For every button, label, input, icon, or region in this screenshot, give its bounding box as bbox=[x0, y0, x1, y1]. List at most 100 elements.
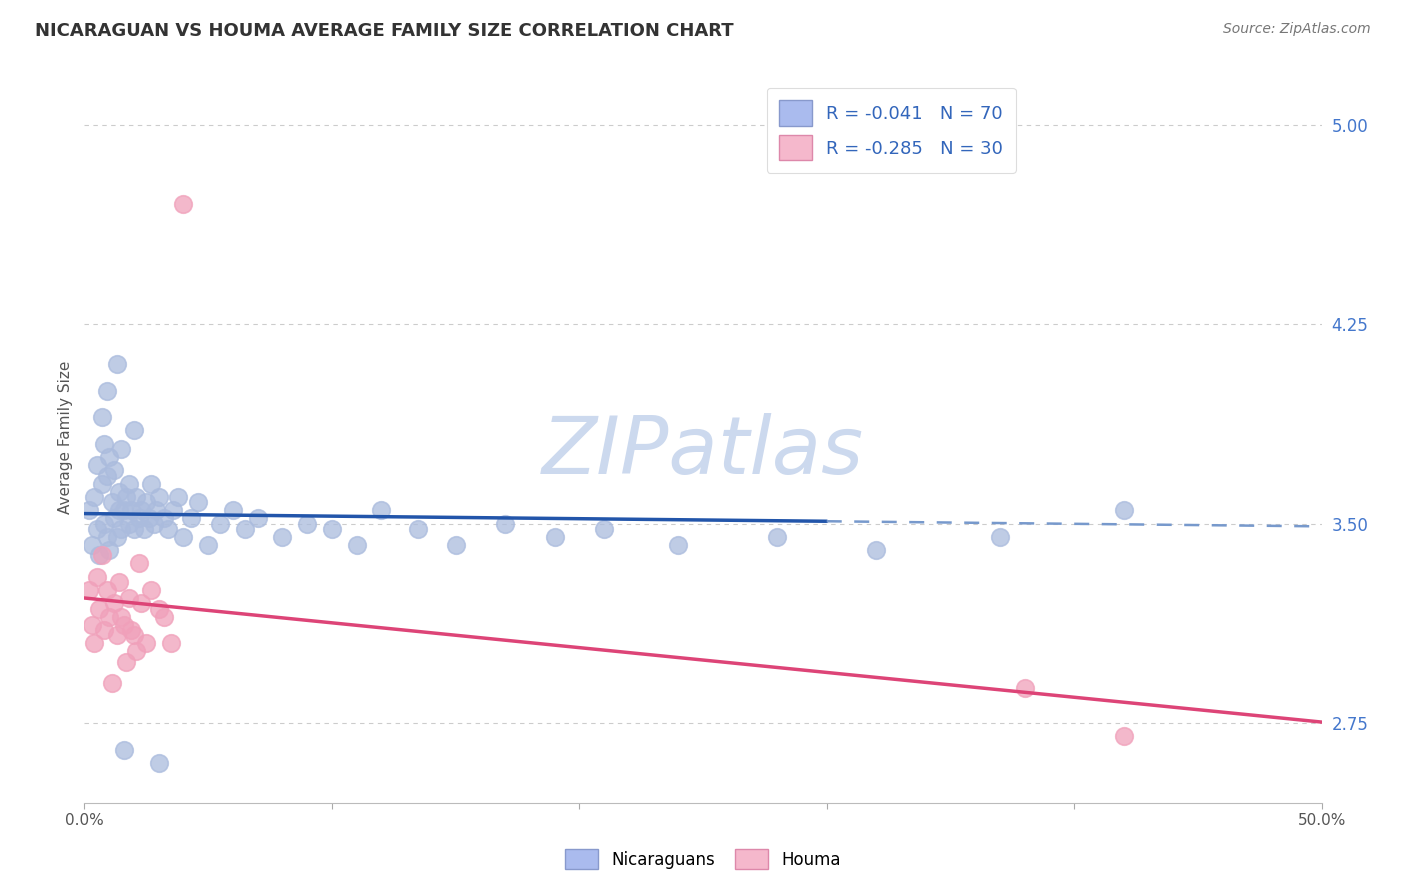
Point bbox=[145, 503, 167, 517]
Point bbox=[152, 511, 174, 525]
Legend: Nicaraguans, Houma: Nicaraguans, Houma bbox=[555, 838, 851, 880]
Point bbox=[93, 516, 115, 531]
Point bbox=[103, 511, 125, 525]
Point bbox=[222, 503, 245, 517]
Point bbox=[105, 530, 128, 544]
Legend: R = -0.041   N = 70, R = -0.285   N = 30: R = -0.041 N = 70, R = -0.285 N = 30 bbox=[766, 87, 1015, 173]
Point bbox=[865, 543, 887, 558]
Y-axis label: Average Family Size: Average Family Size bbox=[58, 360, 73, 514]
Point bbox=[90, 410, 112, 425]
Point bbox=[89, 601, 111, 615]
Point bbox=[408, 522, 430, 536]
Point bbox=[494, 516, 516, 531]
Point bbox=[187, 495, 209, 509]
Text: Source: ZipAtlas.com: Source: ZipAtlas.com bbox=[1223, 22, 1371, 37]
Point bbox=[120, 623, 142, 637]
Point bbox=[118, 476, 141, 491]
Point bbox=[112, 617, 135, 632]
Point bbox=[103, 463, 125, 477]
Point bbox=[172, 197, 194, 211]
Point bbox=[93, 436, 115, 450]
Point bbox=[118, 591, 141, 605]
Point bbox=[141, 476, 163, 491]
Point bbox=[129, 503, 152, 517]
Point bbox=[593, 522, 616, 536]
Point bbox=[96, 384, 118, 398]
Point bbox=[122, 628, 145, 642]
Point bbox=[110, 609, 132, 624]
Point bbox=[128, 511, 150, 525]
Point bbox=[125, 490, 148, 504]
Point bbox=[148, 601, 170, 615]
Point bbox=[209, 516, 232, 531]
Point bbox=[135, 495, 157, 509]
Point bbox=[80, 538, 103, 552]
Point bbox=[321, 522, 343, 536]
Point bbox=[103, 596, 125, 610]
Point bbox=[86, 458, 108, 472]
Point bbox=[135, 636, 157, 650]
Point bbox=[138, 511, 160, 525]
Point bbox=[246, 511, 269, 525]
Point bbox=[346, 538, 368, 552]
Point bbox=[129, 596, 152, 610]
Point bbox=[98, 543, 121, 558]
Point bbox=[105, 357, 128, 371]
Point bbox=[115, 655, 138, 669]
Point bbox=[96, 530, 118, 544]
Point bbox=[112, 503, 135, 517]
Point bbox=[148, 756, 170, 770]
Point bbox=[157, 522, 180, 536]
Point bbox=[1112, 729, 1135, 743]
Point bbox=[295, 516, 318, 531]
Point bbox=[98, 450, 121, 464]
Point bbox=[98, 609, 121, 624]
Point bbox=[197, 538, 219, 552]
Point bbox=[167, 490, 190, 504]
Point bbox=[79, 503, 101, 517]
Point bbox=[108, 484, 131, 499]
Point bbox=[80, 617, 103, 632]
Point bbox=[115, 490, 138, 504]
Point bbox=[172, 530, 194, 544]
Point bbox=[180, 511, 202, 525]
Point bbox=[118, 516, 141, 531]
Point bbox=[1014, 681, 1036, 696]
Point bbox=[766, 530, 789, 544]
Point bbox=[370, 503, 392, 517]
Point bbox=[988, 530, 1011, 544]
Point bbox=[152, 609, 174, 624]
Point bbox=[105, 628, 128, 642]
Point bbox=[86, 522, 108, 536]
Point bbox=[132, 522, 155, 536]
Point bbox=[141, 582, 163, 597]
Point bbox=[90, 549, 112, 563]
Point bbox=[86, 570, 108, 584]
Point bbox=[89, 549, 111, 563]
Point bbox=[1112, 503, 1135, 517]
Point bbox=[128, 557, 150, 571]
Point bbox=[122, 424, 145, 438]
Point bbox=[543, 530, 565, 544]
Point bbox=[110, 522, 132, 536]
Point bbox=[83, 636, 105, 650]
Point bbox=[444, 538, 467, 552]
Point bbox=[96, 468, 118, 483]
Point bbox=[120, 503, 142, 517]
Point bbox=[108, 503, 131, 517]
Point bbox=[160, 636, 183, 650]
Point bbox=[125, 644, 148, 658]
Point bbox=[162, 503, 184, 517]
Point bbox=[233, 522, 256, 536]
Text: NICARAGUAN VS HOUMA AVERAGE FAMILY SIZE CORRELATION CHART: NICARAGUAN VS HOUMA AVERAGE FAMILY SIZE … bbox=[35, 22, 734, 40]
Point bbox=[110, 442, 132, 456]
Point bbox=[83, 490, 105, 504]
Point bbox=[666, 538, 689, 552]
Point bbox=[100, 495, 122, 509]
Point bbox=[90, 476, 112, 491]
Point bbox=[100, 676, 122, 690]
Point bbox=[142, 516, 165, 531]
Point bbox=[79, 582, 101, 597]
Point bbox=[93, 623, 115, 637]
Point bbox=[148, 490, 170, 504]
